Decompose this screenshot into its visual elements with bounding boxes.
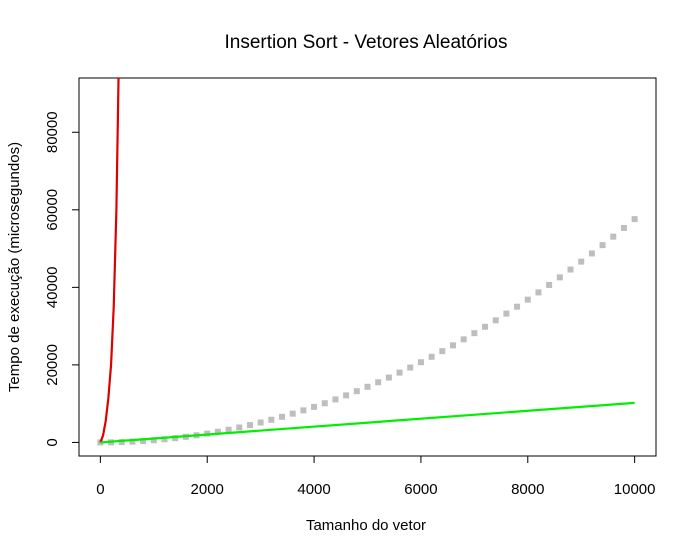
x-tick-label: 4000: [297, 481, 330, 498]
data-point: [620, 224, 627, 231]
data-point: [588, 250, 595, 257]
data-point: [343, 392, 350, 399]
data-point: [311, 403, 318, 410]
data-point: [439, 348, 446, 355]
data-point: [289, 410, 296, 417]
data-point: [556, 274, 563, 281]
y-tick-label: 60000: [44, 189, 61, 231]
data-point: [503, 310, 510, 317]
data-point: [129, 438, 136, 445]
data-point: [246, 422, 253, 429]
data-point: [257, 419, 264, 426]
data-point: [610, 233, 617, 240]
y-tick-label: 80000: [44, 111, 61, 153]
series-line-2: [100, 401, 635, 444]
data-point: [161, 436, 168, 443]
data-point: [150, 437, 157, 444]
data-point: [514, 303, 521, 310]
data-point: [471, 330, 478, 337]
data-point: [567, 266, 574, 273]
data-point: [546, 281, 553, 288]
plot-marks: [97, 78, 638, 446]
data-point: [535, 289, 542, 296]
x-tick-label: 0: [96, 481, 104, 498]
data-point: [375, 379, 382, 386]
data-point: [300, 407, 307, 414]
x-tick-label: 2000: [191, 481, 224, 498]
data-point: [407, 364, 414, 371]
series-line-1: [99, 78, 120, 443]
data-point: [449, 342, 456, 349]
y-tick-label: 20000: [44, 344, 61, 386]
data-point: [385, 374, 392, 381]
x-axis-label: Tamanho do vetor: [306, 517, 426, 534]
data-point: [492, 317, 499, 324]
data-point: [321, 400, 328, 407]
data-point: [214, 428, 221, 435]
data-point: [599, 242, 606, 249]
data-point: [428, 353, 435, 360]
x-tick-label: 10000: [614, 481, 656, 498]
data-point: [172, 435, 179, 442]
y-tick-label: 0: [44, 438, 61, 446]
data-point: [396, 369, 403, 376]
data-point: [578, 258, 585, 265]
y-axis: 0 20000 40000 60000 80000: [44, 111, 80, 447]
data-point: [524, 296, 531, 303]
data-point: [460, 336, 467, 343]
data-point: [118, 439, 125, 446]
data-point: [332, 396, 339, 403]
data-point: [268, 416, 275, 423]
data-point: [140, 438, 147, 445]
chart-title: Insertion Sort - Vetores Aleatórios: [224, 32, 507, 53]
y-axis-label: Tempo de execução (microsegundos): [6, 142, 23, 392]
data-point: [631, 216, 638, 223]
data-point: [482, 323, 489, 330]
data-point: [417, 359, 424, 366]
data-point: [236, 424, 243, 431]
y-tick-label: 40000: [44, 266, 61, 308]
data-point: [364, 383, 371, 390]
data-point: [279, 413, 286, 420]
data-point: [353, 388, 360, 395]
x-tick-label: 6000: [404, 481, 437, 498]
data-point: [225, 426, 232, 433]
x-tick-label: 8000: [511, 481, 544, 498]
x-axis: 0 2000 4000 6000 8000 10000: [96, 455, 656, 498]
